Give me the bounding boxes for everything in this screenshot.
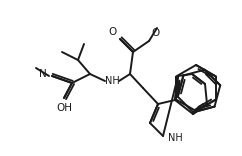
Text: N: N xyxy=(39,69,47,79)
Text: OH: OH xyxy=(56,103,72,113)
Text: NH: NH xyxy=(168,133,183,143)
Text: O: O xyxy=(109,27,117,37)
Text: NH: NH xyxy=(105,76,119,86)
Text: O: O xyxy=(151,28,159,38)
